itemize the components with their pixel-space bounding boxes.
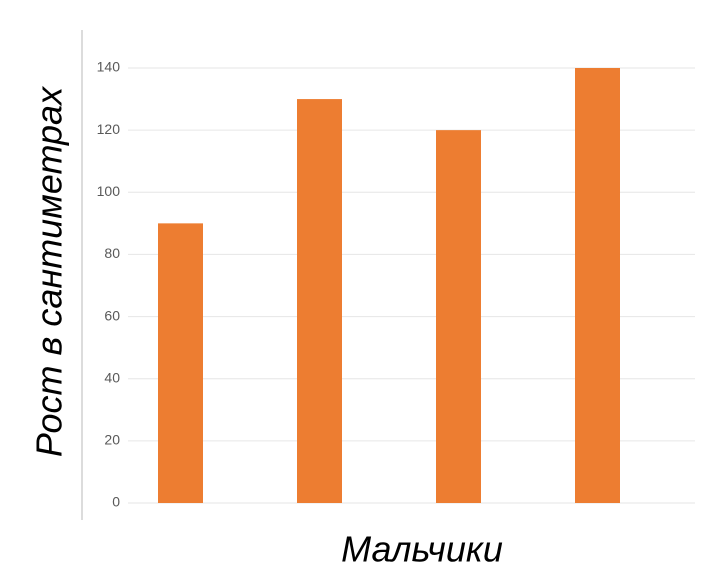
y-tick-label: 120 [97,121,121,137]
y-tick-label: 40 [104,369,120,385]
y-tick-label: 0 [112,494,120,510]
y-tick-label: 60 [104,307,120,323]
y-tick-label: 20 [104,432,120,448]
bar [297,99,342,504]
y-tick-label: 100 [97,183,121,199]
bar [436,130,481,503]
bar [575,68,620,503]
bar [158,223,203,503]
y-tick-label: 80 [104,245,120,261]
y-tick-label: 140 [97,59,121,75]
y-axis-title: Рост в сантиметрах [29,85,70,457]
x-axis-title: Мальчики [341,529,503,570]
